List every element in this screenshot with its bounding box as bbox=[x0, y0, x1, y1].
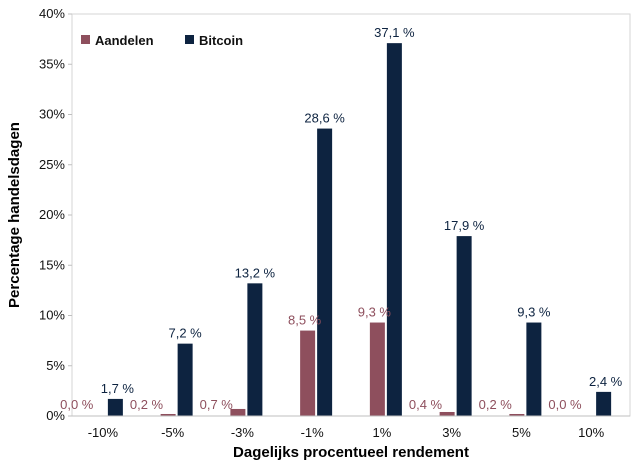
legend-swatch-bitcoin bbox=[185, 35, 194, 44]
y-tick-label: 5% bbox=[46, 358, 65, 373]
data-label-bitcoin: 28,6 % bbox=[304, 111, 345, 126]
data-label-bitcoin: 17,9 % bbox=[444, 218, 485, 233]
x-tick-label: -1% bbox=[301, 425, 325, 440]
y-tick-label: 15% bbox=[39, 257, 65, 272]
y-tick-label: 30% bbox=[39, 107, 65, 122]
data-label-bitcoin: 7,2 % bbox=[169, 326, 203, 341]
y-tick-label: 0% bbox=[46, 408, 65, 423]
x-tick-label: 10% bbox=[578, 425, 604, 440]
x-tick-label: 5% bbox=[512, 425, 531, 440]
x-tick-label: -10% bbox=[88, 425, 119, 440]
data-label-aandelen: 0,0 % bbox=[548, 397, 582, 412]
data-label-aandelen: 0,4 % bbox=[409, 397, 443, 412]
data-label-aandelen: 0,7 % bbox=[200, 397, 234, 412]
bar-bitcoin bbox=[107, 398, 123, 416]
bar-bitcoin bbox=[247, 283, 263, 416]
y-axis-ticks: 0% 5% 10% 15% 20% 25% 30% 35% 40% bbox=[39, 6, 72, 423]
bar-bitcoin bbox=[596, 391, 612, 416]
y-tick-label: 10% bbox=[39, 308, 65, 323]
bar-aandelen bbox=[439, 411, 455, 416]
plot-frame bbox=[71, 13, 631, 417]
bar-bitcoin bbox=[177, 343, 193, 416]
x-tick-label: 1% bbox=[372, 425, 391, 440]
data-label-bitcoin: 9,3 % bbox=[517, 305, 551, 320]
data-label-aandelen: 8,5 % bbox=[288, 313, 322, 328]
bars bbox=[107, 43, 612, 417]
data-label-aandelen: 0,2 % bbox=[130, 397, 164, 412]
bar-bitcoin bbox=[317, 128, 333, 416]
y-tick-label: 20% bbox=[39, 207, 65, 222]
x-axis-title: Dagelijks procentueel rendement bbox=[233, 444, 469, 461]
bar-aandelen bbox=[160, 413, 176, 416]
y-axis-title: Percentage handelsdagen bbox=[6, 122, 23, 308]
x-axis-ticks: -10% -5% -3% -1% 1% 3% 5% 10% bbox=[88, 425, 605, 440]
y-tick-label: 35% bbox=[39, 56, 65, 71]
bar-aandelen bbox=[509, 413, 525, 416]
data-label-aandelen: 9,3 % bbox=[358, 305, 392, 320]
legend: Aandelen Bitcoin bbox=[81, 33, 243, 48]
bar-aandelen bbox=[230, 408, 246, 416]
bar-bitcoin bbox=[456, 236, 472, 416]
data-label-bitcoin: 1,7 % bbox=[101, 381, 135, 396]
data-labels: 0,0 % 0,2 % 0,7 % 8,5 % 9,3 % 0,4 % 0,2 % 0,0 %… bbox=[60, 25, 623, 412]
bar-aandelen bbox=[300, 330, 316, 416]
data-label-bitcoin: 2,4 % bbox=[589, 374, 623, 389]
legend-swatch-aandelen bbox=[81, 35, 90, 44]
y-tick-label: 40% bbox=[39, 6, 65, 21]
data-label-bitcoin: 37,1 % bbox=[374, 25, 415, 40]
data-label-aandelen: 0,0 % bbox=[60, 397, 94, 412]
x-tick-label: -5% bbox=[161, 425, 185, 440]
bar-bitcoin bbox=[386, 43, 402, 417]
legend-label-aandelen: Aandelen bbox=[95, 33, 154, 48]
data-label-bitcoin: 13,2 % bbox=[235, 265, 276, 280]
x-tick-label: -3% bbox=[231, 425, 255, 440]
data-label-aandelen: 0,2 % bbox=[479, 397, 513, 412]
x-tick-label: 3% bbox=[442, 425, 461, 440]
bar-bitcoin bbox=[526, 322, 542, 416]
legend-label-bitcoin: Bitcoin bbox=[199, 33, 243, 48]
y-tick-label: 25% bbox=[39, 157, 65, 172]
bar-aandelen bbox=[369, 322, 385, 416]
